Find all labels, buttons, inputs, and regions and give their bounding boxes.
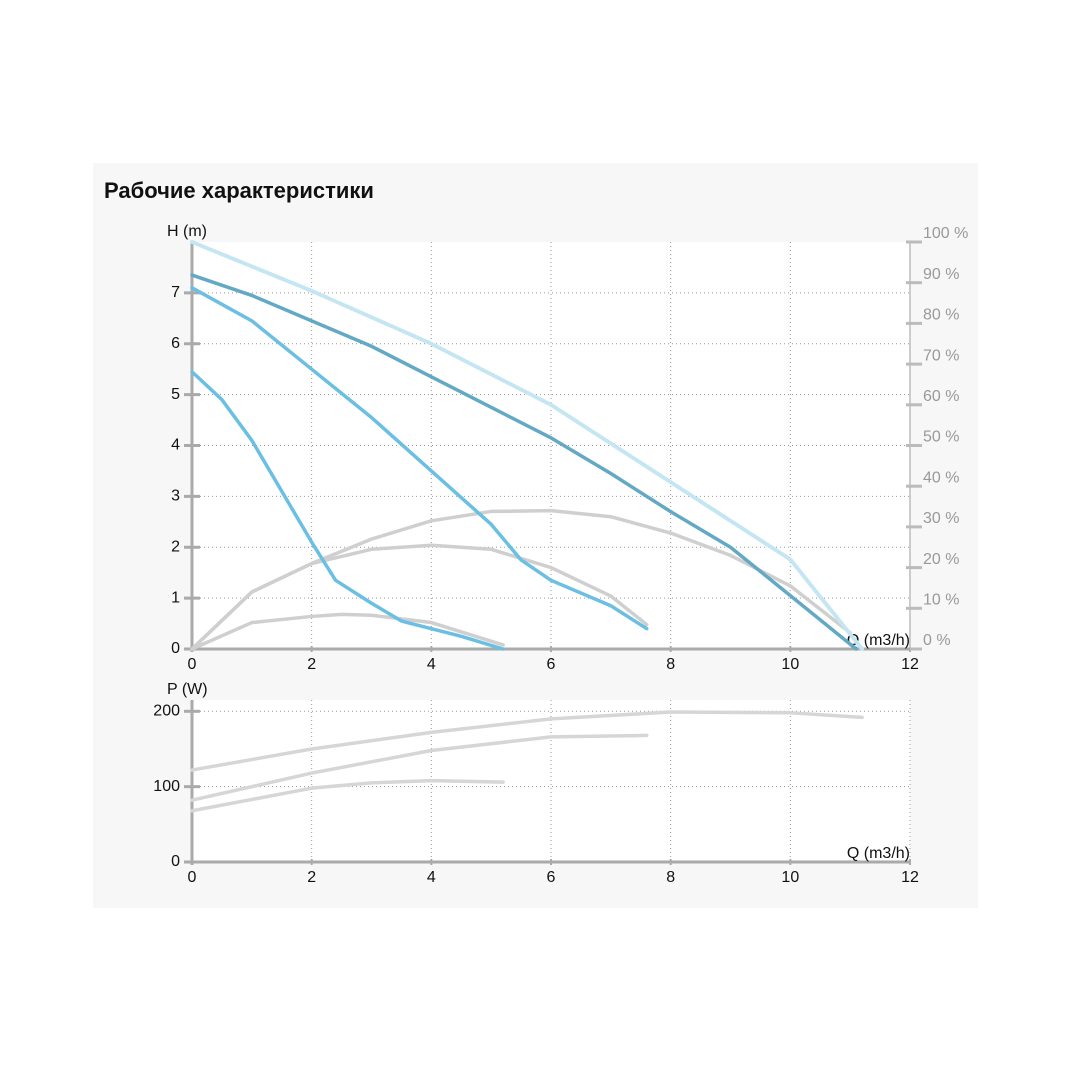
y-tick-label: 6 — [171, 335, 180, 352]
series-line — [190, 710, 864, 772]
x-tick-label: 0 — [188, 869, 197, 886]
y-tick-label: 200 — [153, 703, 180, 720]
x-tick-label: 8 — [666, 869, 675, 886]
y-tick-label: 100 — [153, 778, 180, 795]
x-axis-label: Q (m3/h) — [847, 632, 910, 649]
y2-tick-label: 30 % — [923, 510, 959, 527]
series-line — [190, 778, 505, 813]
y-tick-label: 0 — [171, 640, 180, 657]
y2-tick-label: 100 % — [923, 225, 968, 242]
x-tick-label: 2 — [307, 869, 316, 886]
y-tick-label: 1 — [171, 589, 180, 606]
series-line — [190, 240, 865, 651]
x-tick-label: 10 — [781, 656, 799, 673]
x-tick-label: 10 — [781, 869, 799, 886]
plot-area — [192, 242, 910, 649]
y2-tick-label: 90 % — [923, 266, 959, 283]
x-tick-label: 4 — [427, 656, 436, 673]
y2-tick-label: 40 % — [923, 469, 959, 486]
series-line — [190, 369, 505, 651]
y2-tick-label: 0 % — [923, 632, 951, 649]
y-tick-label: 4 — [171, 437, 180, 454]
y2-tick-label: 60 % — [923, 388, 959, 405]
y-axis-label: P (W) — [167, 681, 208, 698]
series-line — [190, 273, 858, 651]
series-line — [190, 733, 649, 802]
x-tick-label: 12 — [901, 656, 919, 673]
y2-tick-label: 70 % — [923, 347, 959, 364]
y2-tick-label: 50 % — [923, 429, 959, 446]
x-tick-label: 0 — [188, 656, 197, 673]
x-axis-label: Q (m3/h) — [847, 845, 910, 862]
x-tick-label: 4 — [427, 869, 436, 886]
y-tick-label: 7 — [171, 284, 180, 301]
chart-title: Рабочие характеристики — [104, 178, 374, 203]
y-tick-label: 5 — [171, 386, 180, 403]
x-tick-label: 6 — [547, 869, 556, 886]
series-line — [190, 286, 649, 631]
x-tick-label: 8 — [666, 656, 675, 673]
y-tick-label: 2 — [171, 538, 180, 555]
series-line — [190, 543, 649, 651]
y2-tick-label: 10 % — [923, 592, 959, 609]
series-line — [190, 612, 505, 651]
x-tick-label: 6 — [547, 656, 556, 673]
y2-tick-label: 80 % — [923, 307, 959, 324]
y-tick-label: 0 — [171, 853, 180, 870]
y2-tick-label: 20 % — [923, 551, 959, 568]
y-tick-label: 3 — [171, 488, 180, 505]
x-tick-label: 2 — [307, 656, 316, 673]
x-tick-label: 12 — [901, 869, 919, 886]
y-axis-label: H (m) — [167, 223, 207, 240]
